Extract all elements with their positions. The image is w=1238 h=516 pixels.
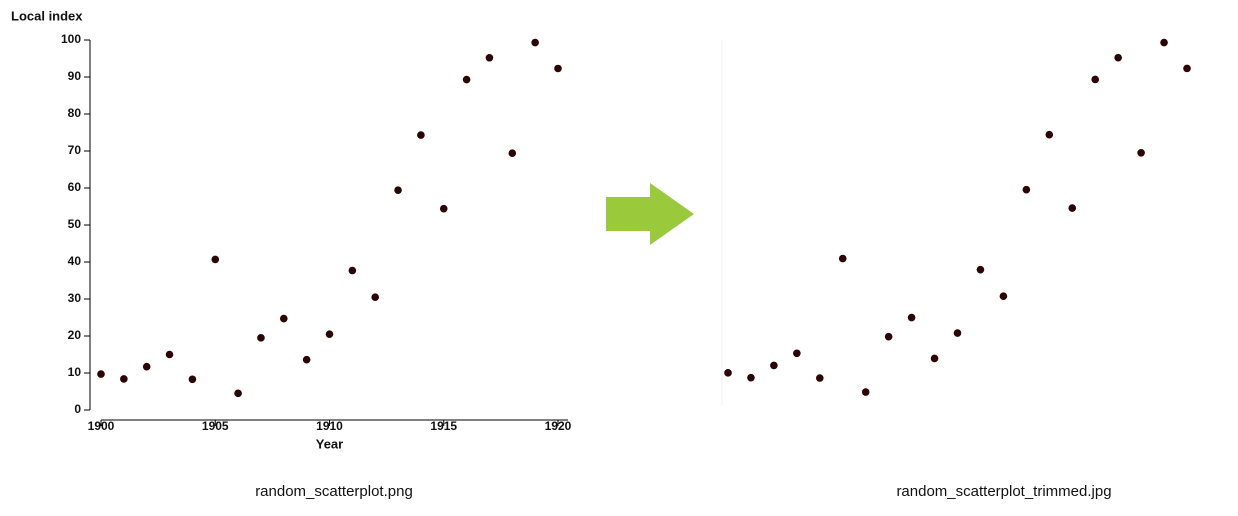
y-tick-label: 50 (68, 217, 82, 231)
caption: random_scatterplot.png (255, 483, 413, 500)
x-tick-label: 1920 (545, 419, 572, 433)
point (953, 329, 962, 337)
point (884, 332, 893, 341)
point (838, 254, 847, 263)
y-tick-label: 10 (68, 365, 82, 379)
point (1183, 64, 1191, 73)
arrow (606, 183, 694, 245)
point (999, 292, 1008, 300)
point (1045, 130, 1054, 139)
y-tick-label: 20 (68, 328, 82, 342)
point (724, 369, 732, 377)
y-tick-label: 90 (68, 69, 82, 83)
point (211, 255, 220, 264)
point (508, 149, 517, 158)
x-tick-label: 1905 (202, 419, 229, 433)
point (188, 375, 197, 384)
point (120, 375, 128, 383)
point (257, 334, 265, 342)
y-axis-label: Local index (11, 8, 83, 23)
point (1114, 53, 1122, 62)
point (417, 131, 425, 139)
point (861, 388, 870, 396)
point (531, 38, 539, 47)
y-tick-label: 0 (74, 402, 81, 416)
point (302, 355, 311, 364)
point (394, 186, 402, 195)
point (439, 204, 448, 213)
point (1137, 148, 1145, 157)
y-tick-label: 70 (68, 143, 82, 157)
point (816, 374, 824, 382)
point (348, 266, 357, 275)
y-tick-label: 100 (61, 32, 81, 46)
point (165, 350, 174, 359)
point (1160, 38, 1168, 47)
x-axis-label: Year (316, 436, 343, 451)
point (234, 389, 242, 398)
point (280, 314, 288, 323)
point (1068, 204, 1077, 212)
point (97, 370, 105, 378)
y-tick-label: 30 (68, 291, 82, 305)
y-tick-label: 60 (68, 180, 82, 194)
point (142, 362, 151, 371)
point (793, 349, 801, 358)
y-tick-label: 40 (68, 254, 82, 268)
point (462, 75, 471, 84)
point (554, 64, 562, 73)
point (907, 313, 916, 322)
x-tick-label: 1915 (430, 419, 457, 433)
point (976, 265, 985, 274)
point (770, 361, 778, 370)
point (325, 330, 334, 338)
x-tick-label: 1900 (88, 419, 115, 433)
point (930, 354, 939, 363)
caption: random_scatterplot_trimmed.jpg (896, 483, 1111, 500)
point (1022, 185, 1031, 194)
point (747, 373, 755, 382)
point (1091, 75, 1099, 84)
x-tick-label: 1910 (316, 419, 343, 433)
point (485, 53, 494, 62)
point (371, 293, 380, 301)
y-tick-label: 80 (68, 106, 82, 120)
